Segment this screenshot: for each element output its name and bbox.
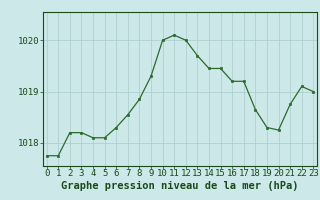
X-axis label: Graphe pression niveau de la mer (hPa): Graphe pression niveau de la mer (hPa) bbox=[61, 181, 299, 191]
